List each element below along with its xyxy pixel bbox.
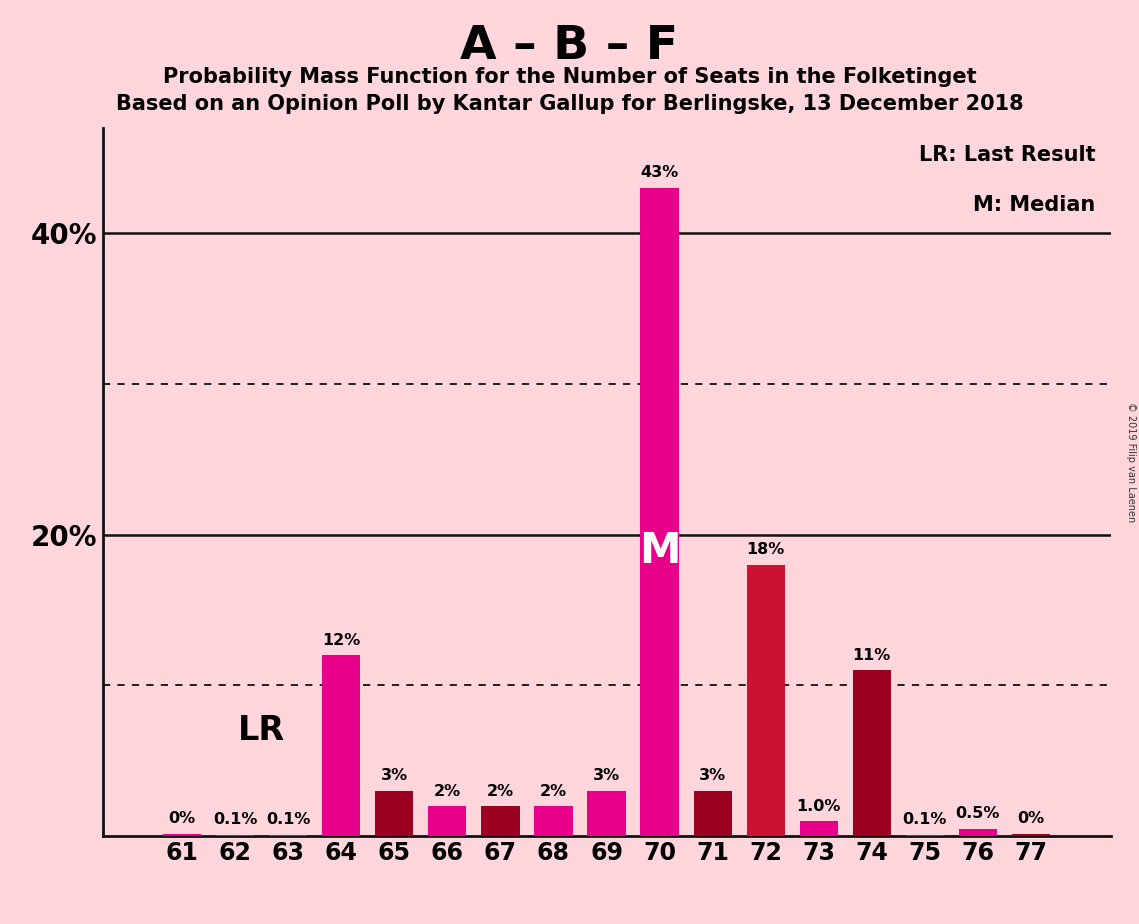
Bar bbox=[216, 834, 254, 836]
Text: 0%: 0% bbox=[169, 811, 196, 826]
Bar bbox=[694, 791, 731, 836]
Bar bbox=[640, 188, 679, 836]
Text: 18%: 18% bbox=[746, 542, 785, 557]
Text: 43%: 43% bbox=[640, 165, 679, 180]
Bar bbox=[375, 791, 413, 836]
Text: Based on an Opinion Poll by Kantar Gallup for Berlingske, 13 December 2018: Based on an Opinion Poll by Kantar Gallu… bbox=[116, 94, 1023, 115]
Text: 3%: 3% bbox=[593, 769, 620, 784]
Bar bbox=[853, 670, 891, 836]
Text: 3%: 3% bbox=[380, 769, 408, 784]
Text: 0.5%: 0.5% bbox=[956, 806, 1000, 821]
Bar bbox=[588, 791, 625, 836]
Bar bbox=[269, 834, 308, 836]
Text: 0.1%: 0.1% bbox=[902, 812, 947, 827]
Text: 0.1%: 0.1% bbox=[213, 812, 257, 827]
Text: 11%: 11% bbox=[853, 648, 891, 663]
Text: 0.1%: 0.1% bbox=[267, 812, 311, 827]
Text: 2%: 2% bbox=[434, 784, 461, 798]
Text: M: Median: M: Median bbox=[973, 195, 1096, 215]
Text: M: M bbox=[639, 530, 680, 572]
Bar bbox=[482, 806, 519, 836]
Text: © 2019 Filip van Laenen: © 2019 Filip van Laenen bbox=[1125, 402, 1136, 522]
Bar bbox=[746, 565, 785, 836]
Text: LR: LR bbox=[238, 714, 285, 748]
Text: 2%: 2% bbox=[486, 784, 514, 798]
Bar bbox=[906, 834, 944, 836]
Bar bbox=[428, 806, 467, 836]
Bar bbox=[322, 655, 360, 836]
Text: LR: Last Result: LR: Last Result bbox=[919, 145, 1096, 165]
Text: 2%: 2% bbox=[540, 784, 567, 798]
Text: 0%: 0% bbox=[1017, 811, 1044, 826]
Bar bbox=[534, 806, 573, 836]
Bar bbox=[1011, 834, 1050, 836]
Bar bbox=[959, 829, 997, 836]
Text: 12%: 12% bbox=[322, 633, 360, 648]
Text: A – B – F: A – B – F bbox=[460, 24, 679, 69]
Bar bbox=[800, 821, 838, 836]
Bar bbox=[163, 834, 202, 836]
Text: 3%: 3% bbox=[699, 769, 727, 784]
Text: Probability Mass Function for the Number of Seats in the Folketinget: Probability Mass Function for the Number… bbox=[163, 67, 976, 87]
Text: 1.0%: 1.0% bbox=[796, 798, 841, 814]
